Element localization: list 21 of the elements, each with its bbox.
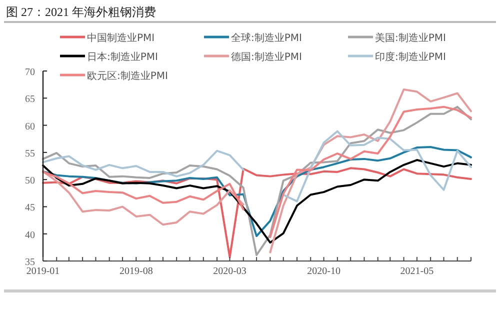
legend-label: 全球:制造业PMI [231, 32, 302, 44]
x-tick-label: 2019-08 [119, 266, 153, 277]
legend-label: 印度:制造业PMI [375, 51, 446, 63]
y-tick-label: 35 [25, 257, 35, 268]
y-tick-label: 55 [25, 148, 35, 160]
legend-label: 中国制造业PMI [87, 32, 155, 44]
x-tick-label: 2020-03 [213, 266, 246, 277]
y-tick-label: 50 [25, 176, 35, 187]
legend-label: 欧元区:制造业PMI [87, 70, 168, 82]
x-tick-label: 2020-10 [307, 266, 340, 277]
y-tick-label: 45 [25, 202, 35, 214]
x-tick-label: 2021-05 [400, 266, 434, 277]
legend-label: 日本:制造业PMI [87, 51, 158, 63]
y-tick-label: 70 [25, 67, 35, 78]
y-tick-label: 60 [25, 121, 35, 132]
y-tick-label: 40 [25, 230, 35, 241]
legend-label: 美国:制造业PMI [375, 32, 446, 44]
legend-label: 德国:制造业PMI [231, 51, 302, 63]
chart-title: 图 27：2021 年海外粗钢消费 [6, 5, 156, 19]
x-tick-label: 2019-01 [26, 266, 60, 277]
y-tick-label: 65 [25, 94, 35, 106]
